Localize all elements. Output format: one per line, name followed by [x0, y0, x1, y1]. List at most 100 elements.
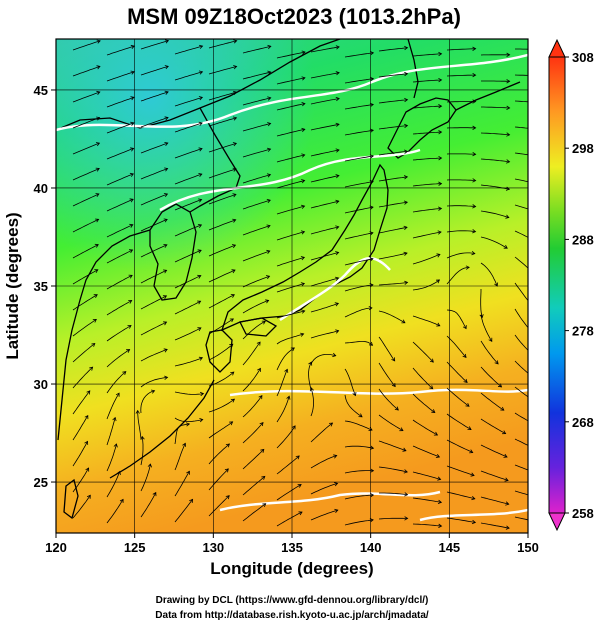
streamline-arrow [333, 482, 339, 487]
streamline-arrow [438, 523, 443, 528]
streamline [344, 307, 372, 318]
y-tick-label: 40 [34, 181, 48, 196]
streamline [412, 157, 442, 161]
streamline-arrow [438, 51, 443, 57]
streamline [140, 464, 151, 492]
streamline-arrow [256, 341, 261, 346]
streamline-arrow [112, 416, 117, 422]
streamline-arrow [199, 418, 204, 423]
streamline-arrow [369, 128, 374, 133]
streamline [514, 386, 528, 398]
colorbar-tick-label: 298 [572, 141, 594, 156]
streamline-arrow [96, 116, 101, 121]
x-tick-label: 120 [45, 540, 67, 555]
streamline-arrow [229, 318, 234, 323]
colorbar-max-arrow [548, 38, 566, 58]
streamline [140, 269, 167, 284]
streamline [378, 282, 408, 286]
streamline [242, 422, 264, 444]
streamline [310, 72, 340, 79]
streamline-arrow [230, 398, 236, 403]
streamline-arrow [94, 243, 99, 248]
isotherm-south-1 [229, 388, 528, 397]
streamline-arrow [91, 343, 96, 347]
streamline-arrow [404, 492, 409, 497]
streamline [412, 497, 442, 503]
streamline-arrow [266, 173, 272, 178]
streamline-arrow [404, 45, 409, 51]
streamline-arrow [96, 39, 101, 44]
streamline-arrow [328, 422, 334, 427]
streamline-arrow [505, 525, 510, 530]
streamline-arrow [266, 249, 271, 254]
streamline [344, 78, 374, 84]
streamline-arrow [261, 475, 266, 480]
isotherm-south-3 [419, 508, 528, 522]
streamline [106, 274, 133, 290]
streamline-arrow [300, 282, 306, 287]
streamline-arrow [437, 499, 443, 504]
streamline-arrow [335, 45, 340, 50]
streamline [174, 499, 193, 523]
streamline-arrow [529, 302, 532, 305]
streamline-arrow [369, 51, 375, 56]
streamline-arrow [506, 159, 511, 164]
y-axis: 25 30 35 40 45 [34, 83, 56, 490]
streamline-arrow [504, 477, 509, 482]
streamline-arrow [479, 314, 484, 319]
streamline [412, 445, 440, 458]
x-axis: 120 125 130 135 140 145 150 [45, 533, 539, 555]
streamline-arrow [266, 198, 271, 204]
streamline-arrow [230, 294, 235, 298]
streamline [106, 45, 135, 56]
streamline [514, 178, 528, 183]
streamline-arrow [471, 496, 476, 501]
streamline-arrow [284, 368, 289, 373]
streamline-arrow [233, 65, 238, 70]
streamline-arrow [463, 378, 468, 383]
streamline-arrow [297, 484, 302, 488]
streamline [412, 53, 442, 57]
streamline-arrow [505, 501, 510, 506]
streamline-arrow [436, 253, 441, 258]
streamline [480, 262, 498, 287]
streamline [72, 193, 100, 207]
streamline-arrow [197, 327, 202, 332]
streamline-arrow [231, 244, 237, 249]
streamline-arrow [295, 455, 300, 460]
streamline [242, 71, 271, 80]
streamline [242, 225, 271, 236]
streamline-arrow [164, 39, 170, 44]
streamline-arrow [189, 498, 194, 503]
streamline [72, 294, 98, 311]
isotherm-central [159, 148, 421, 212]
streamline-arrow [86, 390, 91, 395]
streamline [242, 449, 265, 470]
streamline [242, 123, 271, 132]
streamline-arrow [229, 343, 234, 348]
streamline-arrow [540, 128, 543, 131]
streamline-arrow [164, 375, 169, 380]
streamline [378, 336, 396, 362]
streamline-arrow [130, 44, 135, 49]
streamline-arrow [163, 193, 169, 198]
streamline-arrow [404, 71, 409, 77]
streamline [72, 117, 100, 129]
streamline-arrow [369, 102, 374, 108]
streamline-arrow [505, 214, 510, 219]
streamline [481, 106, 510, 109]
streamline [378, 517, 408, 520]
streamline-arrow [197, 300, 202, 305]
streamline [276, 154, 305, 163]
streamline-arrow [135, 409, 140, 414]
streamline [308, 361, 312, 391]
streamline [140, 295, 167, 310]
streamline-arrow [369, 154, 374, 159]
colorbar: 308 298 288 278 268 258 [548, 38, 594, 532]
streamline-arrow [301, 309, 306, 314]
streamline [72, 441, 88, 467]
streamline-arrow [308, 361, 313, 366]
y-axis-label: Latitude (degrees) [3, 212, 22, 359]
streamline-arrow [438, 206, 443, 211]
streamline-arrow [126, 349, 131, 353]
